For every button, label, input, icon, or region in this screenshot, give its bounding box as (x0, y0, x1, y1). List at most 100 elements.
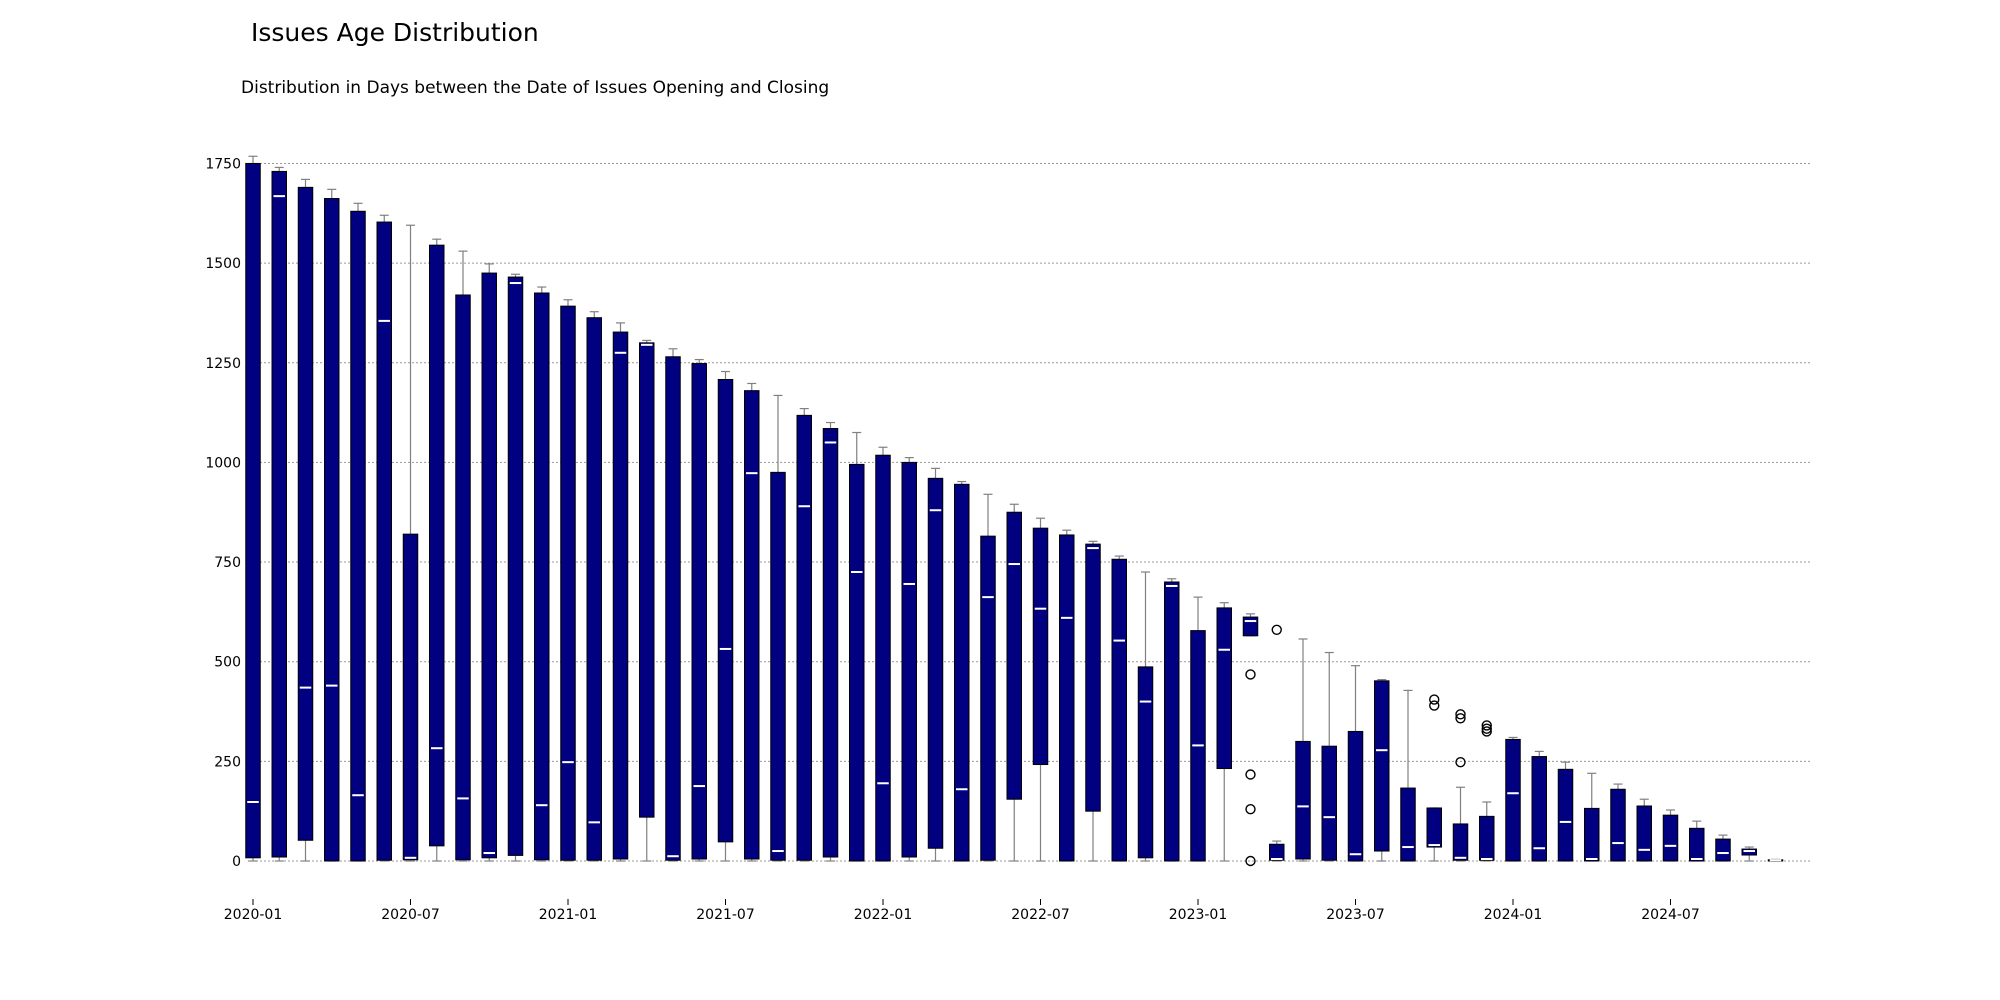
box-2023-01 (1190, 596, 1206, 862)
box-body (1505, 738, 1521, 862)
box-2020-01 (245, 155, 261, 862)
outlier-point (1429, 694, 1440, 705)
x-tick-label: 2022-07 (1011, 907, 1070, 923)
box-2023-10 (1426, 694, 1442, 862)
box-body (376, 221, 392, 861)
box-2022-07 (1032, 517, 1049, 862)
y-tick-label: 1500 (205, 256, 241, 272)
box-2021-05 (665, 348, 681, 862)
box-2020-02 (271, 166, 287, 862)
box-body (1479, 815, 1495, 861)
box-body (481, 272, 497, 859)
box-body (297, 186, 314, 841)
outlier-point (1481, 720, 1492, 731)
box-2024-04 (1584, 772, 1600, 862)
box-2022-09 (1085, 540, 1101, 862)
x-tick-label: 2021-07 (696, 907, 755, 923)
box-body (980, 535, 996, 861)
box-body (455, 294, 471, 861)
box-body (1400, 787, 1416, 862)
box-body (402, 533, 419, 861)
box-body (1269, 843, 1285, 861)
box-2020-04 (324, 188, 340, 862)
box-2021-10 (796, 407, 812, 862)
outlier-point (1481, 726, 1492, 737)
box-body (639, 342, 655, 818)
box-2021-03 (612, 322, 629, 862)
box-body (665, 356, 681, 861)
y-tick-label: 500 (214, 655, 241, 671)
box-2023-11 (1452, 709, 1469, 862)
box-2022-03 (927, 467, 944, 862)
box-2021-11 (822, 421, 839, 862)
box-2021-02 (586, 311, 602, 862)
box-2023-05 (1295, 638, 1311, 862)
box-2020-03 (297, 178, 314, 862)
box-2021-08 (744, 382, 760, 862)
y-tick-label: 250 (214, 754, 241, 770)
box-2020-07 (402, 224, 419, 862)
outlier-point (1455, 709, 1466, 720)
x-tick-label: 2024-07 (1641, 907, 1700, 923)
outlier-point (1455, 756, 1466, 768)
box-2024-10 (1741, 846, 1757, 862)
box-2023-07 (1347, 665, 1364, 862)
box-body (796, 414, 812, 861)
box-body (1531, 756, 1547, 862)
y-tick-label: 0 (232, 854, 241, 870)
outlier-point (1271, 624, 1282, 636)
box-2021-12 (849, 431, 865, 862)
box-2024-06 (1636, 798, 1652, 862)
box-2022-08 (1059, 529, 1075, 862)
box-2024-07 (1662, 809, 1679, 862)
x-tick-label: 2020-07 (381, 907, 440, 923)
outlier-point (1245, 669, 1256, 680)
box-body (1557, 768, 1574, 862)
box-body (1636, 805, 1652, 862)
box-2022-01 (875, 446, 891, 862)
box-body (901, 461, 917, 858)
outlier-point (1245, 769, 1256, 780)
x-tick-label: 2022-01 (854, 907, 913, 923)
box-body (1059, 534, 1075, 862)
boxes (245, 155, 1784, 867)
box-body (744, 390, 760, 860)
box-body (1085, 543, 1101, 812)
box-body (429, 244, 445, 847)
box-2023-06 (1321, 651, 1337, 862)
box-2021-01 (560, 299, 576, 862)
x-tick-label: 2021-01 (539, 907, 598, 923)
outlier-point (1245, 855, 1256, 867)
box-body (1006, 511, 1022, 800)
box-2020-08 (429, 238, 445, 862)
chart-subtitle: Distribution in Days between the Date of… (241, 78, 830, 98)
outlier-point (1245, 803, 1256, 815)
box-body (822, 428, 839, 858)
box-2022-02 (901, 457, 917, 862)
box-body (1242, 616, 1259, 637)
box-2021-06 (691, 358, 707, 862)
y-tick-label: 1000 (205, 455, 241, 471)
y-tick-label: 750 (214, 555, 241, 571)
box-2020-06 (376, 214, 392, 862)
box-body (350, 210, 366, 862)
box-2024-01 (1505, 736, 1521, 862)
box-2024-09 (1715, 834, 1731, 862)
box-2020-11 (507, 273, 524, 862)
box-body (954, 483, 970, 862)
box-body (1321, 745, 1337, 861)
box-body (717, 378, 734, 843)
box-2023-08 (1374, 679, 1390, 862)
outlier-point (1481, 723, 1492, 734)
y-axis: 0 250 500 750 1000 1250 1500 1750 (205, 156, 241, 870)
box-2020-10 (481, 263, 497, 862)
box-2022-11 (1137, 571, 1154, 862)
box-body (1032, 527, 1049, 766)
box-body (245, 162, 261, 859)
box-body (1610, 788, 1626, 862)
x-tick-label: 2023-07 (1326, 907, 1385, 923)
outlier-point (1455, 713, 1466, 724)
box-2023-03 (1242, 613, 1259, 867)
x-tick-label: 2024-01 (1484, 907, 1543, 923)
